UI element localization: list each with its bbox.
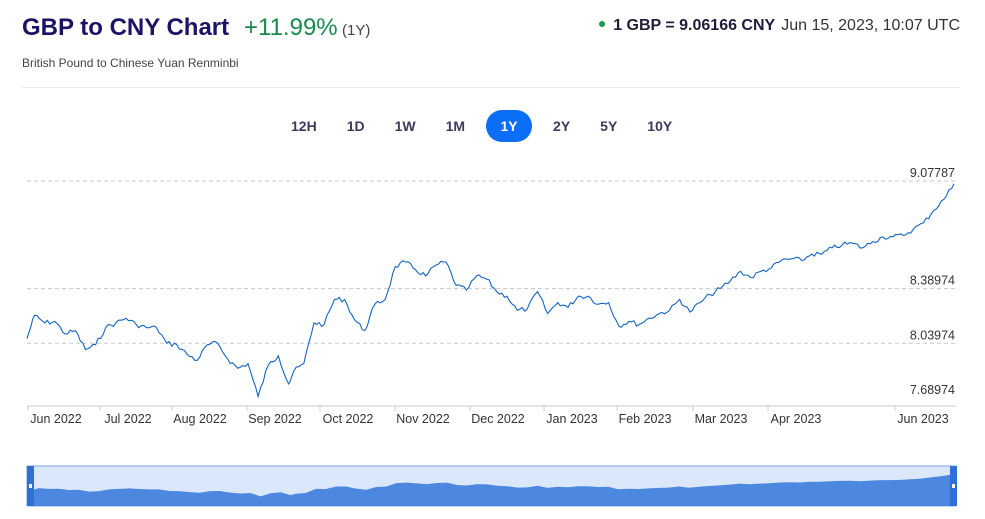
x-tick-label: Jul 2022 — [104, 412, 151, 426]
tab-1w[interactable]: 1W — [394, 118, 416, 134]
live-dot-icon — [599, 20, 606, 27]
rate-value: 1 GBP = 9.06166 CNY — [613, 17, 776, 34]
x-tick-label: Jun 2022 — [30, 412, 81, 426]
rate-timestamp: Jun 15, 2023, 10:07 UTC — [781, 17, 960, 34]
y-tick-label: 9.07787 — [910, 166, 955, 180]
current-rate: 1 GBP = 9.06166 CNY Jun 15, 2023, 10:07 U… — [599, 17, 960, 35]
x-tick-label: Jun 2023 — [897, 412, 948, 426]
y-tick-label: 8.03974 — [910, 328, 955, 342]
grip-icon — [29, 484, 32, 488]
series-line — [26, 183, 955, 399]
page-subtitle: British Pound to Chinese Yuan Renminbi — [22, 56, 239, 70]
tab-1m[interactable]: 1M — [445, 118, 466, 134]
y-tick-label: 7.68974 — [910, 383, 955, 397]
tab-1d[interactable]: 1D — [346, 118, 365, 134]
page-title: GBP to CNY Chart — [22, 14, 230, 41]
x-tick-label: Apr 2023 — [771, 412, 822, 426]
y-tick-label: 8.38974 — [910, 274, 955, 288]
x-tick-label: Nov 2022 — [396, 412, 450, 426]
range-navigator[interactable] — [26, 465, 957, 507]
x-tick-label: Feb 2023 — [619, 412, 672, 426]
grip-icon — [952, 484, 955, 488]
change-period: (1Y) — [342, 22, 371, 39]
x-tick-label: Mar 2023 — [695, 412, 748, 426]
tab-1y[interactable]: 1Y — [486, 110, 533, 142]
change-percent: +11.99% — [244, 14, 338, 41]
tab-10y[interactable]: 10Y — [647, 118, 673, 134]
x-tick-label: Jan 2023 — [546, 412, 597, 426]
x-tick-label: Dec 2022 — [471, 412, 525, 426]
divider — [22, 87, 960, 88]
tab-2y[interactable]: 2Y — [553, 118, 571, 134]
range-tabs: 12H 1D 1W 1M 1Y 2Y 5Y 10Y — [282, 110, 693, 142]
x-tick-label: Oct 2022 — [323, 412, 374, 426]
navigator-area — [31, 474, 951, 506]
tab-5y[interactable]: 5Y — [600, 118, 618, 134]
tab-12h[interactable]: 12H — [291, 118, 317, 134]
x-tick-label: Sep 2022 — [248, 412, 302, 426]
x-tick-label: Aug 2022 — [173, 412, 227, 426]
